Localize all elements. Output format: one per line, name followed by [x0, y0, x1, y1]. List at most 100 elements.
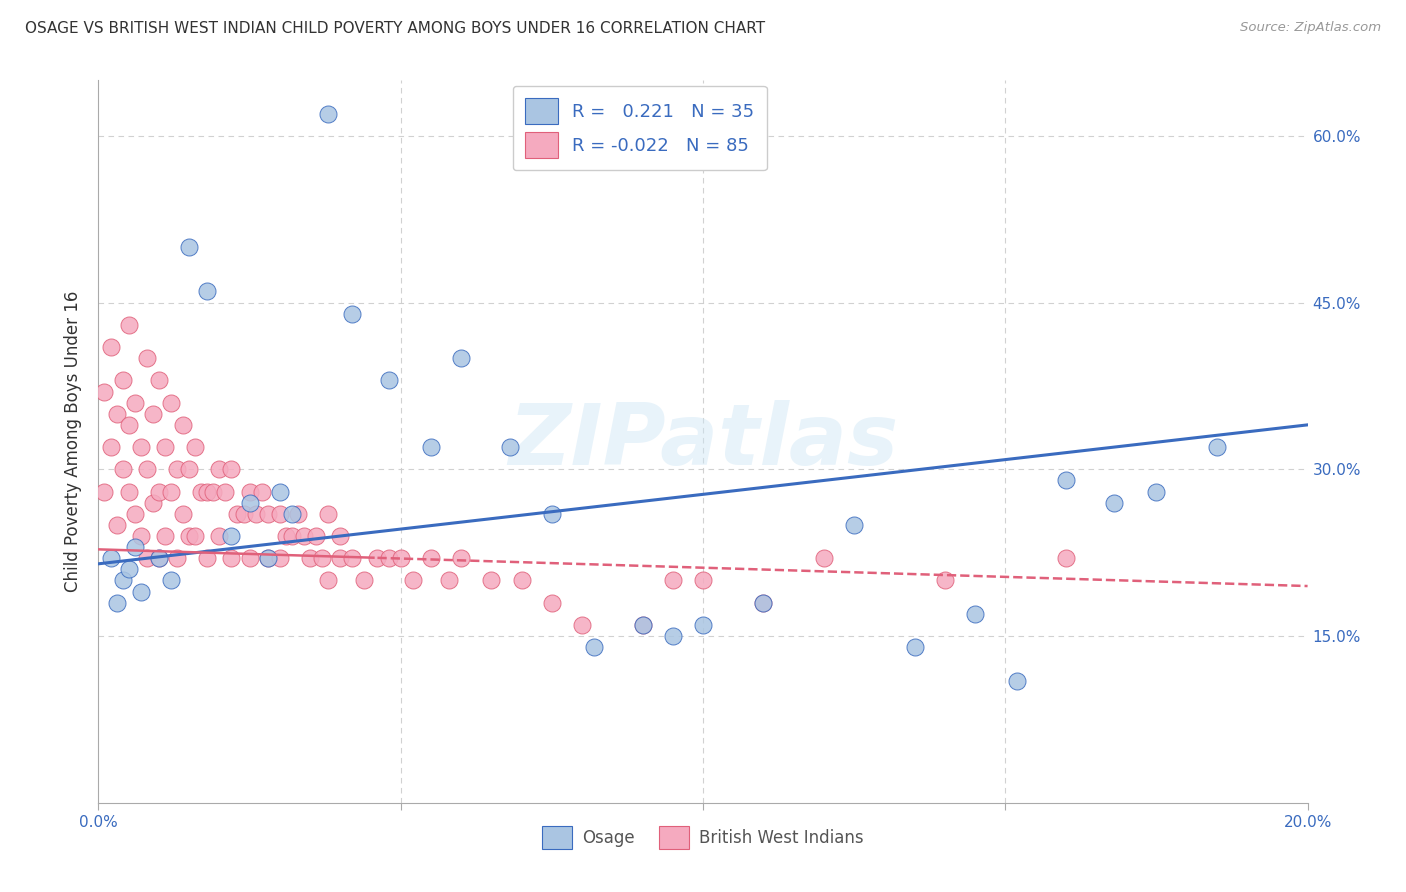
- Point: [142, 496, 165, 510]
- Point: [124, 507, 146, 521]
- Point: [239, 551, 262, 566]
- Point: [305, 529, 328, 543]
- Point: [1206, 440, 1229, 454]
- Legend: Osage, British West Indians: Osage, British West Indians: [536, 819, 870, 856]
- Point: [329, 551, 352, 566]
- Point: [661, 574, 683, 588]
- Point: [661, 629, 683, 643]
- Point: [377, 551, 399, 566]
- Point: [269, 484, 291, 499]
- Point: [148, 551, 170, 566]
- Point: [498, 440, 520, 454]
- Point: [118, 484, 141, 499]
- Point: [93, 384, 115, 399]
- Point: [1144, 484, 1167, 499]
- Point: [160, 574, 183, 588]
- Point: [342, 307, 364, 321]
- Y-axis label: Child Poverty Among Boys Under 16: Child Poverty Among Boys Under 16: [63, 291, 82, 592]
- Point: [148, 484, 170, 499]
- Point: [402, 574, 425, 588]
- Point: [256, 551, 278, 566]
- Point: [239, 496, 262, 510]
- Point: [208, 529, 231, 543]
- Point: [274, 529, 297, 543]
- Point: [287, 507, 309, 521]
- Point: [450, 351, 472, 366]
- Point: [281, 507, 304, 521]
- Point: [571, 618, 593, 632]
- Point: [208, 462, 231, 476]
- Point: [752, 596, 775, 610]
- Point: [135, 351, 157, 366]
- Point: [965, 607, 987, 621]
- Point: [437, 574, 460, 588]
- Point: [129, 529, 152, 543]
- Point: [1102, 496, 1125, 510]
- Point: [129, 584, 152, 599]
- Point: [329, 529, 352, 543]
- Point: [692, 618, 714, 632]
- Point: [583, 640, 606, 655]
- Point: [160, 395, 183, 409]
- Text: Source: ZipAtlas.com: Source: ZipAtlas.com: [1240, 21, 1381, 35]
- Point: [450, 551, 472, 566]
- Point: [316, 507, 339, 521]
- Point: [366, 551, 388, 566]
- Point: [844, 517, 866, 532]
- Point: [540, 507, 562, 521]
- Point: [631, 618, 654, 632]
- Point: [179, 462, 201, 476]
- Point: [195, 551, 218, 566]
- Point: [135, 551, 157, 566]
- Point: [202, 484, 225, 499]
- Point: [420, 551, 443, 566]
- Point: [172, 417, 194, 432]
- Point: [269, 507, 291, 521]
- Point: [118, 417, 141, 432]
- Point: [105, 517, 128, 532]
- Point: [111, 574, 134, 588]
- Point: [510, 574, 533, 588]
- Point: [93, 484, 115, 499]
- Point: [281, 529, 304, 543]
- Point: [1054, 474, 1077, 488]
- Point: [148, 551, 170, 566]
- Point: [256, 507, 278, 521]
- Point: [540, 596, 562, 610]
- Point: [184, 529, 207, 543]
- Point: [1007, 673, 1029, 688]
- Point: [752, 596, 775, 610]
- Point: [377, 373, 399, 387]
- Point: [221, 551, 243, 566]
- Point: [142, 407, 165, 421]
- Point: [934, 574, 956, 588]
- Point: [214, 484, 236, 499]
- Text: ZIPatlas: ZIPatlas: [508, 400, 898, 483]
- Text: OSAGE VS BRITISH WEST INDIAN CHILD POVERTY AMONG BOYS UNDER 16 CORRELATION CHART: OSAGE VS BRITISH WEST INDIAN CHILD POVER…: [25, 21, 765, 37]
- Point: [184, 440, 207, 454]
- Point: [195, 285, 218, 299]
- Point: [420, 440, 443, 454]
- Point: [160, 484, 183, 499]
- Point: [316, 106, 339, 120]
- Point: [250, 484, 273, 499]
- Point: [221, 529, 243, 543]
- Point: [311, 551, 333, 566]
- Point: [342, 551, 364, 566]
- Point: [105, 407, 128, 421]
- Point: [292, 529, 315, 543]
- Point: [631, 618, 654, 632]
- Point: [135, 462, 157, 476]
- Point: [904, 640, 927, 655]
- Point: [232, 507, 254, 521]
- Point: [100, 551, 122, 566]
- Point: [153, 529, 176, 543]
- Point: [111, 462, 134, 476]
- Point: [481, 574, 503, 588]
- Point: [179, 240, 201, 254]
- Point: [299, 551, 322, 566]
- Point: [100, 340, 122, 354]
- Point: [269, 551, 291, 566]
- Point: [195, 484, 218, 499]
- Point: [389, 551, 412, 566]
